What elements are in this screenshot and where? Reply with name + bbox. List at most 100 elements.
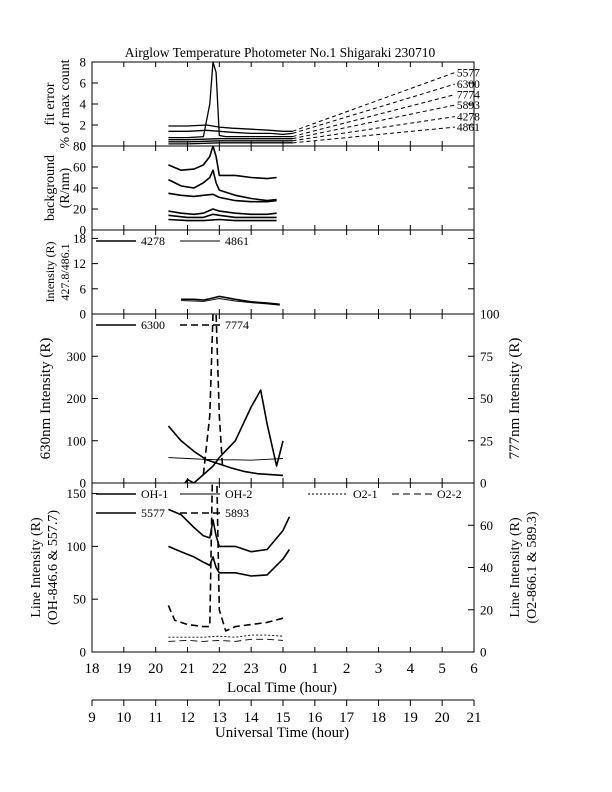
extrapolation-line — [292, 83, 456, 134]
legend-label-5893: 5893 — [225, 506, 249, 520]
panel-frame — [91, 313, 475, 484]
y-tick-label: 100 — [67, 539, 87, 554]
local-time-tick-label: 20 — [148, 661, 163, 677]
legend-label-5577: 5577 — [141, 506, 165, 520]
y2-tick-label: 0 — [480, 645, 487, 660]
series-end-label: 4278 — [457, 112, 480, 124]
series-line-4861 — [168, 142, 293, 145]
extrapolation-line — [292, 72, 456, 132]
y-tick-label: 6 — [80, 76, 87, 91]
legend-label-4278: 4278 — [141, 234, 165, 248]
series-line-7774 — [168, 62, 293, 139]
series-line-5577 — [168, 508, 291, 553]
series-end-label: 7774 — [457, 90, 480, 102]
panel-frame — [91, 145, 475, 231]
y2-tick-label: 100 — [480, 307, 500, 322]
series-end-label: 6300 — [457, 79, 480, 91]
y-tick-label: 8 — [80, 55, 87, 70]
series-line-4278 — [181, 295, 280, 306]
y-tick-label: 0 — [80, 476, 87, 491]
y2-tick-label: 40 — [480, 560, 493, 575]
universal-time-axis-label: Universal Time (hour) — [215, 725, 349, 741]
universal-time-tick-label: 17 — [339, 710, 355, 726]
y-tick-label: 2 — [80, 118, 87, 133]
y-tick-label: 60 — [73, 160, 86, 175]
y-tick-label: 150 — [67, 486, 87, 501]
y-tick-label: 40 — [73, 181, 86, 196]
series-end-label: 4861 — [457, 122, 480, 134]
legend-label-6300: 6300 — [141, 318, 165, 332]
y-tick-label: 6 — [80, 281, 87, 296]
y-tick-label: 18 — [73, 231, 86, 246]
series-line-5893 — [167, 483, 284, 632]
y-axis-label: background — [43, 155, 58, 221]
series-group — [167, 314, 284, 483]
y-axis-label: Line Intensity (R) — [29, 517, 44, 618]
y-axis-label: Intensity (R) — [43, 242, 57, 303]
universal-time-tick-label: 21 — [467, 710, 482, 726]
y2-axis-label: (O2-866.1 & 589.3) — [525, 511, 540, 623]
series-line-O2-1 — [168, 634, 284, 638]
y-tick-label: 0 — [80, 139, 87, 154]
y-tick-label: 4 — [80, 97, 87, 112]
series-line-5577 — [168, 124, 293, 132]
series-line-7774 — [202, 314, 224, 475]
universal-time-tick-label: 11 — [148, 710, 162, 726]
series-line-s0 — [168, 146, 277, 180]
local-time-tick-label: 23 — [244, 661, 259, 677]
universal-time-tick-label: 19 — [403, 710, 418, 726]
series-line-6300 — [167, 425, 284, 477]
series-line-s1 — [168, 169, 277, 202]
series-line-7774 — [168, 389, 284, 483]
series-line-4278 — [168, 140, 293, 143]
series-line-O2-2 — [168, 638, 284, 642]
figure-title: Airglow Temperature Photometer No.1 Shig… — [125, 45, 436, 60]
y-axis-label: 630nm Intensity (R) — [38, 338, 54, 460]
y-tick-label: 0 — [80, 223, 87, 238]
universal-time-tick-label: 15 — [276, 710, 291, 726]
extrapolation-line — [292, 104, 456, 140]
extrapolation-line — [292, 94, 456, 138]
universal-time-tick-label: 20 — [435, 710, 450, 726]
y2-tick-label: 50 — [480, 391, 493, 406]
series-line-s4 — [168, 213, 277, 219]
y2-axis-label: 777nm Intensity (R) — [507, 338, 523, 460]
y2-tick-label: 25 — [480, 433, 493, 448]
panel-fit-error: 0 2 4 6 8 fit error% of max count 557763007774… — [43, 55, 480, 154]
y-tick-label: 80 — [73, 139, 86, 154]
y-tick-label: 0 — [80, 307, 87, 322]
universal-time-tick-label: 9 — [88, 710, 96, 726]
y-tick-label: 50 — [73, 592, 86, 607]
universal-time-tick-label: 18 — [371, 710, 386, 726]
series-group — [181, 295, 280, 306]
series-line-OH-1 — [168, 545, 291, 577]
series-group — [168, 146, 277, 222]
universal-time-tick-label: 13 — [212, 710, 227, 726]
universal-time-tick-label: 16 — [307, 710, 323, 726]
panel-background: 0 20 40 60 80 background (R/nm) — [43, 139, 475, 238]
y-tick-label: 300 — [67, 349, 87, 364]
y-tick-label: 0 — [80, 645, 87, 660]
local-time-axis-label: Local Time (hour) — [227, 680, 337, 696]
y2-axis-label: Line Intensity (R) — [508, 517, 523, 618]
y-axis-label: (OH-846.6 & 557.7) — [46, 510, 61, 625]
legend-label-O2-2: O2-2 — [437, 487, 462, 501]
panel-intensity-427-486: 0 6 12 18 Intensity (R) 427.8/486.1 4278 4861 — [43, 229, 475, 322]
y2-tick-label: 60 — [480, 518, 493, 533]
series-group — [167, 483, 291, 642]
y-tick-label: 12 — [73, 256, 86, 271]
legend-label-OH-2: OH-2 — [225, 487, 252, 501]
local-time-tick-label: 6 — [470, 661, 478, 677]
local-time-tick-label: 22 — [212, 661, 227, 677]
legend-label-7774: 7774 — [225, 318, 249, 332]
y-axis-label: fit error — [43, 82, 58, 125]
series-end-label: 5577 — [457, 68, 480, 80]
universal-time-tick-label: 12 — [180, 710, 195, 726]
local-time-tick-label: 3 — [375, 661, 383, 677]
y-axis-label: 427.8/486.1 — [58, 243, 72, 300]
series-line-5893 — [168, 138, 293, 141]
panel-630-777: 0 100 200 300 0 25 50 75 100 630nm Intensity (R) 7… — [38, 307, 523, 491]
